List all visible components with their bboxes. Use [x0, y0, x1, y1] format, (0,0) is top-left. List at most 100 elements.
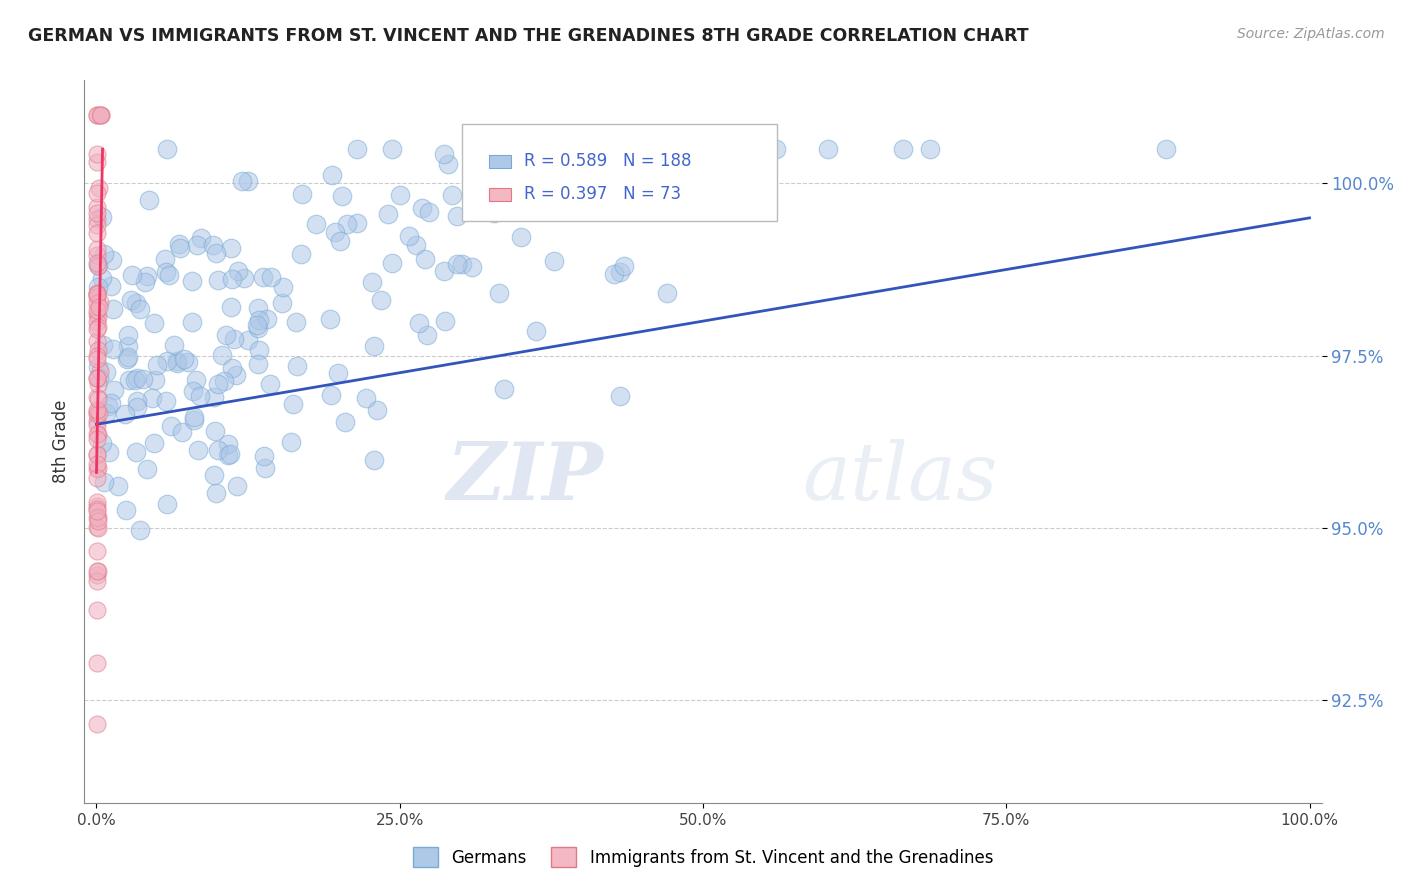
Point — [86, 457, 108, 471]
Point — [115, 352, 138, 367]
Point — [205, 486, 228, 500]
Point — [86, 462, 108, 476]
Point — [86, 350, 108, 364]
Point — [89, 181, 111, 195]
Point — [86, 155, 108, 169]
Point — [86, 603, 108, 617]
Point — [86, 147, 108, 161]
Point — [363, 453, 385, 467]
Point — [86, 471, 108, 485]
Point — [380, 142, 402, 156]
Point — [117, 351, 139, 365]
Point — [536, 194, 558, 209]
Point — [86, 568, 108, 582]
Point — [281, 397, 304, 411]
Point — [86, 200, 108, 214]
Point — [97, 444, 120, 458]
Point — [543, 254, 565, 268]
Point — [86, 447, 108, 461]
Point — [256, 312, 278, 326]
Point — [333, 416, 356, 430]
Point — [87, 510, 110, 524]
Point — [86, 511, 108, 525]
Point — [609, 265, 631, 279]
Point — [329, 234, 352, 248]
Point — [86, 286, 108, 301]
Point — [433, 314, 456, 328]
Point — [86, 432, 108, 446]
Point — [87, 343, 110, 357]
Point — [321, 168, 343, 182]
Point — [86, 310, 108, 324]
Point — [183, 413, 205, 427]
Point — [136, 461, 159, 475]
Point — [155, 265, 177, 279]
Point — [134, 275, 156, 289]
Point — [86, 186, 108, 201]
Point — [247, 343, 270, 358]
Point — [86, 211, 108, 226]
Point — [90, 435, 112, 450]
Point — [86, 285, 108, 300]
Point — [540, 195, 562, 210]
Point — [224, 332, 246, 346]
Point — [100, 396, 122, 410]
Point — [86, 544, 108, 558]
Point — [86, 307, 108, 321]
Point — [260, 270, 283, 285]
Point — [472, 142, 495, 156]
Point — [121, 268, 143, 283]
Point — [96, 365, 118, 379]
Point — [166, 354, 188, 368]
Text: atlas: atlas — [801, 439, 997, 516]
Point — [280, 435, 302, 450]
Point — [247, 321, 270, 335]
Point — [86, 408, 108, 422]
Point — [418, 205, 440, 219]
Point — [125, 371, 148, 385]
Point — [247, 312, 270, 326]
Point — [86, 108, 108, 122]
Point — [90, 211, 112, 225]
Point — [87, 300, 110, 314]
Point — [215, 327, 238, 342]
Point — [470, 142, 492, 156]
Point — [86, 657, 108, 671]
Point — [135, 269, 157, 284]
Point — [702, 145, 724, 160]
Point — [142, 316, 165, 330]
Point — [356, 391, 378, 405]
Point — [336, 217, 359, 231]
Point — [236, 174, 259, 188]
Point — [146, 359, 169, 373]
Point — [86, 500, 108, 514]
Point — [86, 351, 108, 366]
Point — [207, 273, 229, 287]
Point — [167, 237, 190, 252]
Point — [190, 231, 212, 245]
Point — [86, 495, 108, 509]
Point — [207, 443, 229, 458]
Point — [669, 142, 692, 156]
Point — [398, 228, 420, 243]
Point — [86, 226, 108, 240]
Point — [562, 179, 585, 194]
Point — [86, 334, 108, 348]
Point — [225, 368, 247, 383]
Point — [433, 147, 456, 161]
Point — [330, 189, 353, 203]
Point — [609, 389, 631, 403]
Point — [181, 384, 204, 398]
Point — [93, 247, 115, 261]
Point — [89, 364, 111, 378]
Point — [221, 272, 243, 286]
Point — [370, 293, 392, 308]
Point — [440, 187, 463, 202]
Point — [252, 270, 274, 285]
Point — [91, 338, 114, 352]
Point — [271, 296, 294, 310]
Point — [655, 286, 678, 301]
Point — [217, 437, 239, 451]
Point — [87, 359, 110, 374]
Point — [377, 207, 399, 221]
